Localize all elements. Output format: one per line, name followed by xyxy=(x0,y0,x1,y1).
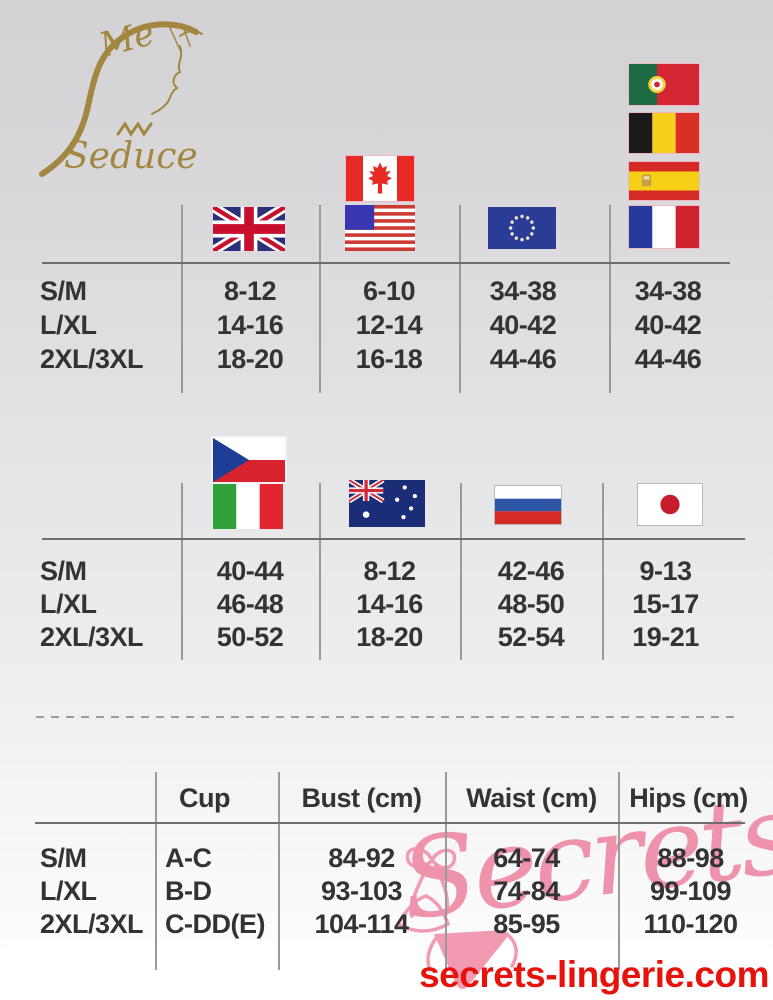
size-row-label: 2XL/3XL xyxy=(40,622,144,652)
size-value: 40-44 xyxy=(216,556,284,586)
czech-flag-icon xyxy=(211,436,287,484)
belgium-flag-icon xyxy=(628,112,700,154)
table-divider xyxy=(319,205,321,393)
size-row-label: L/XL xyxy=(40,309,97,340)
size-value: 18-20 xyxy=(216,343,284,374)
site-domain-text: secrets-lingerie.com xyxy=(419,954,769,995)
size-value: 14-16 xyxy=(216,309,284,340)
table-divider xyxy=(459,205,461,393)
portugal-flag-icon xyxy=(628,63,700,106)
table-divider xyxy=(609,205,611,393)
logo-seduce-text: Seduce xyxy=(64,136,198,177)
table-rule xyxy=(42,262,730,264)
size-row-label: S/M xyxy=(40,275,87,306)
bust-value: 93-103 xyxy=(320,876,403,906)
size-table-international-2: S/M 40-44 8-12 42-46 9-13 L/XL 46-48 14-… xyxy=(0,555,773,654)
size-value: 18-20 xyxy=(356,622,423,652)
waist-value: 85-95 xyxy=(493,909,560,939)
size-value: 40-42 xyxy=(634,309,702,340)
bust-value: 84-92 xyxy=(328,843,395,873)
uk-flag-icon xyxy=(213,207,285,251)
table-divider xyxy=(319,483,321,660)
size-table-international-1: S/M 8-12 6-10 34-38 34-38 L/XL 14-16 12-… xyxy=(0,274,773,376)
size-value: 8-12 xyxy=(223,275,277,306)
france-flag-icon xyxy=(628,205,700,249)
table-rule xyxy=(35,822,745,824)
size-value: 9-13 xyxy=(639,556,692,586)
size-value: 15-17 xyxy=(632,589,699,619)
table-divider xyxy=(181,205,183,393)
table-divider xyxy=(602,483,604,660)
column-header: Waist (cm) xyxy=(466,782,597,813)
waist-value: 64-74 xyxy=(493,843,560,873)
size-value: 40-42 xyxy=(489,309,557,340)
measurement-table-header: Cup Bust (cm) Waist (cm) Hips (cm) xyxy=(0,777,773,819)
russia-flag-icon xyxy=(494,485,562,525)
table-divider xyxy=(278,772,280,970)
cup-value: B-D xyxy=(165,876,212,906)
size-value: 44-46 xyxy=(634,343,702,374)
column-header: Hips (cm) xyxy=(629,782,748,813)
cup-value: C-DD(E) xyxy=(165,909,265,939)
logo-me-text: Me xyxy=(94,13,158,66)
usa-flag-icon xyxy=(345,205,415,251)
hips-value: 88-98 xyxy=(657,843,724,873)
table-divider xyxy=(460,483,462,660)
size-value: 6-10 xyxy=(362,275,416,306)
size-value: 34-38 xyxy=(634,275,702,306)
size-row-label: L/XL xyxy=(40,876,97,906)
waist-value: 74-84 xyxy=(493,876,560,906)
size-row-label: 2XL/3XL xyxy=(40,343,144,374)
australia-flag-icon xyxy=(349,480,425,527)
size-value: 46-48 xyxy=(216,589,284,619)
size-value: 42-46 xyxy=(497,556,565,586)
size-value: 12-14 xyxy=(355,309,423,340)
brand-logo: Me Seduce xyxy=(30,6,210,181)
size-value: 14-16 xyxy=(356,589,423,619)
size-value: 34-38 xyxy=(489,275,557,306)
table-divider xyxy=(181,483,183,660)
canada-flag-icon xyxy=(345,155,415,202)
size-value: 8-12 xyxy=(363,556,416,586)
size-value: 16-18 xyxy=(355,343,423,374)
hips-value: 110-120 xyxy=(643,909,738,939)
measurement-table: S/M A-C 84-92 64-74 88-98 L/XL B-D 93-10… xyxy=(0,842,773,941)
japan-flag-icon xyxy=(637,483,703,526)
size-row-label: S/M xyxy=(40,843,87,873)
eu-flag-icon xyxy=(488,207,556,249)
size-value: 44-46 xyxy=(489,343,557,374)
size-row-label: 2XL/3XL xyxy=(40,909,144,939)
hips-value: 99-109 xyxy=(649,876,732,906)
spain-flag-icon xyxy=(628,161,700,201)
dashed-divider xyxy=(36,716,738,718)
size-value: 52-54 xyxy=(497,622,565,652)
column-header: Bust (cm) xyxy=(301,782,422,813)
size-value: 19-21 xyxy=(632,622,699,652)
size-row-label: L/XL xyxy=(40,589,97,619)
size-row-label: S/M xyxy=(40,556,87,586)
table-divider xyxy=(618,772,620,970)
italy-flag-icon xyxy=(213,484,283,529)
header-spacer xyxy=(0,777,155,819)
size-value: 48-50 xyxy=(497,589,565,619)
column-header: Cup xyxy=(179,782,230,813)
table-divider xyxy=(155,772,157,970)
table-divider xyxy=(445,772,447,970)
bottom-white-strip xyxy=(0,948,773,1000)
bust-value: 104-114 xyxy=(314,909,409,939)
cup-value: A-C xyxy=(165,843,212,873)
me-seduce-logo-icon: Me Seduce xyxy=(39,13,203,177)
table-rule xyxy=(42,538,745,540)
size-value: 50-52 xyxy=(216,622,284,652)
